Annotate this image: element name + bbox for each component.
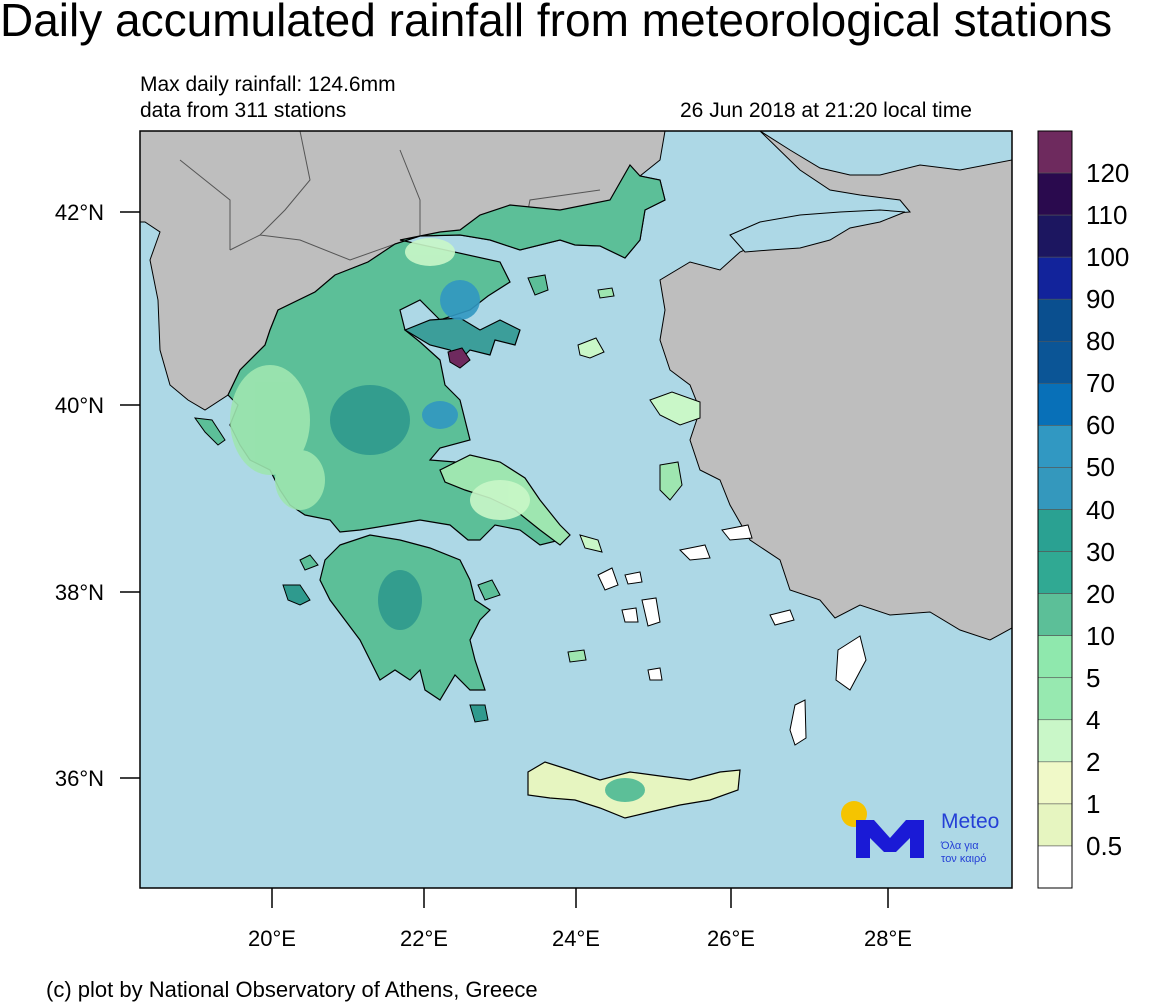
colorbar-swatch	[1037, 803, 1073, 847]
colorbar-swatch	[1037, 719, 1073, 763]
corfu-island	[193, 417, 226, 446]
colorbar-swatch	[1037, 383, 1073, 426]
colorbar-swatch	[1037, 340, 1073, 384]
colorbar-swatch	[1037, 214, 1073, 258]
legend-label: 70	[1086, 368, 1115, 399]
station-count-text: data from 311 stations	[140, 99, 347, 122]
greece-mainland	[227, 163, 666, 546]
tinos-island	[624, 571, 643, 585]
axis-ticks	[120, 211, 889, 908]
lon-label-26: 26°E	[707, 926, 755, 951]
legend-label: 60	[1086, 410, 1115, 441]
colorbar-swatch	[1037, 467, 1073, 510]
legend-label: 2	[1086, 746, 1101, 777]
legend-label: 90	[1086, 284, 1115, 315]
karpathos-island	[789, 699, 807, 746]
colorbar-swatch	[1037, 509, 1073, 552]
lon-label-22: 22°E	[400, 926, 448, 951]
colorbar-swatch	[1037, 256, 1073, 300]
credit-text: (c) plot by National Observatory of Athe…	[46, 977, 538, 1002]
colorbar	[1037, 130, 1073, 889]
colorbar-swatch	[1037, 677, 1073, 721]
timestamp-text: 26 Jun 2018 at 21:20 local time	[680, 99, 972, 122]
max-rainfall-spot	[447, 347, 471, 369]
m-letter-icon	[856, 820, 924, 858]
chart-title: Daily accumulated rainfall from meteorol…	[0, 0, 1113, 46]
chios-island	[659, 461, 683, 501]
meteo-logo	[838, 798, 1018, 864]
legend-label: 40	[1086, 494, 1115, 525]
legend-label: 110	[1086, 200, 1128, 231]
max-rainfall-text: Max daily rainfall: 124.6mm	[140, 73, 396, 96]
legend-label: 80	[1086, 326, 1115, 357]
colorbar-swatch	[1037, 298, 1073, 342]
legend-label: 20	[1086, 578, 1115, 609]
kefalonia-island	[282, 584, 311, 606]
meteo-tagline-2: τον καιρό	[941, 853, 987, 865]
colorbar-swatch	[1037, 172, 1073, 216]
legend-label: 10	[1086, 620, 1115, 651]
colorbar-swatch	[1037, 593, 1073, 636]
colorbar-swatch	[1037, 130, 1073, 174]
skyros-island	[579, 534, 603, 553]
lesvos-island	[649, 391, 701, 426]
lon-label-20: 20°E	[248, 926, 296, 951]
lat-label-36: 36°N	[55, 766, 104, 791]
legend-label: 100	[1086, 242, 1130, 273]
legend-label: 120	[1086, 158, 1130, 189]
legend-label: 0.5	[1086, 830, 1123, 861]
naxos-island	[641, 597, 661, 627]
kythira-island	[469, 704, 489, 723]
colorbar-border	[1037, 130, 1073, 889]
legend-label: 50	[1086, 452, 1115, 483]
lon-label-24: 24°E	[552, 926, 600, 951]
legend-label: 5	[1086, 662, 1101, 693]
lon-label-28: 28°E	[864, 926, 912, 951]
rhodes-island	[835, 635, 867, 691]
thasos-island	[527, 274, 549, 296]
lemnos-island	[577, 337, 605, 359]
ikaria-island	[678, 544, 711, 561]
meteo-tagline-1: Όλα για	[941, 840, 979, 852]
kos-island	[769, 609, 795, 626]
samos-island	[721, 524, 753, 541]
aegina-island	[477, 579, 501, 601]
lat-label-40: 40°N	[55, 393, 104, 418]
andros-island	[597, 567, 619, 591]
zakynthos-island	[299, 554, 319, 571]
colorbar-swatch	[1037, 761, 1073, 805]
colorbar-swatch	[1037, 845, 1073, 889]
colorbar-swatch	[1037, 551, 1073, 594]
colorbar-swatch	[1037, 635, 1073, 679]
legend-label: 4	[1086, 704, 1101, 735]
samothraki-island	[597, 287, 615, 299]
marmara-sea	[729, 209, 906, 253]
lat-label-38: 38°N	[55, 580, 104, 605]
meteo-brand-text: Meteo	[941, 810, 1000, 833]
santorini-island	[647, 667, 663, 681]
lat-label-42: 42°N	[55, 200, 104, 225]
milos-island	[567, 649, 587, 663]
paros-island	[621, 607, 639, 623]
legend-label: 1	[1086, 788, 1101, 819]
meteo-logo-mark	[841, 801, 924, 858]
crete-rain-zone	[605, 778, 645, 802]
border-line	[179, 130, 601, 261]
legend-label: 30	[1086, 536, 1115, 567]
colorbar-swatch	[1037, 425, 1073, 468]
